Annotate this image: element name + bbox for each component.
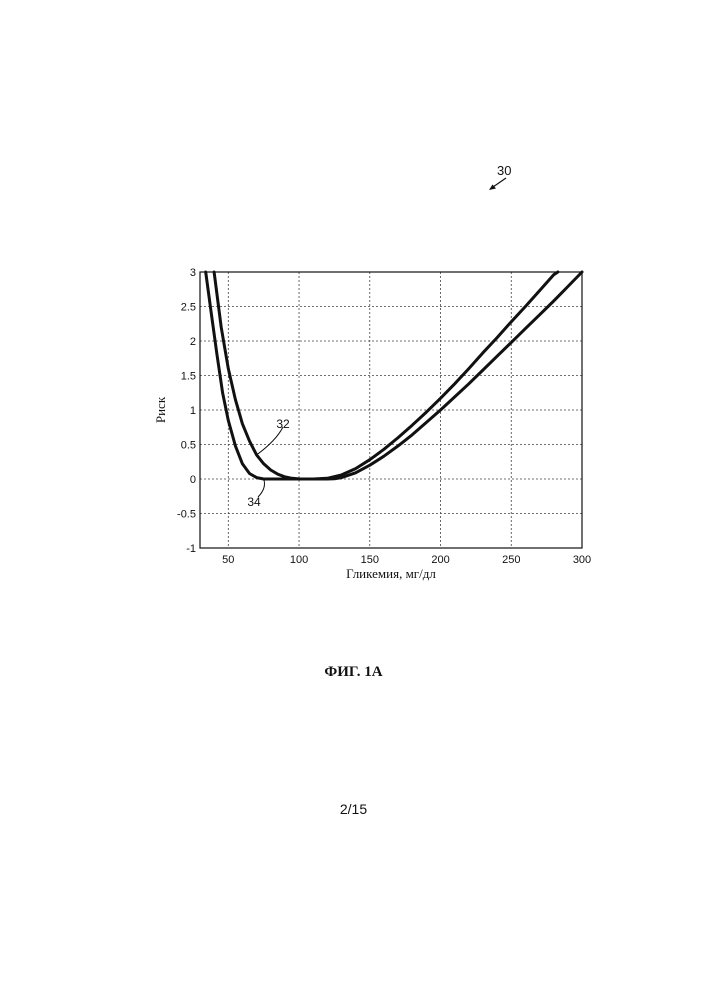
callout-label: 32 xyxy=(276,417,290,431)
y-tick-label: 0 xyxy=(190,474,196,486)
x-tick-label: 250 xyxy=(502,554,520,566)
y-tick-label: -1 xyxy=(186,543,196,555)
y-tick-label: -0.5 xyxy=(177,509,196,521)
y-axis-label: Риск xyxy=(153,396,168,423)
x-ticks: 50 100 150 200 250 300 xyxy=(222,554,591,566)
x-tick-label: 100 xyxy=(290,554,308,566)
x-axis-label: Гликемия, мг/дл xyxy=(346,566,436,581)
y-tick-label: 1 xyxy=(190,405,196,417)
x-tick-label: 300 xyxy=(573,554,591,566)
y-tick-label: 0.5 xyxy=(181,440,196,452)
page-number: 2/15 xyxy=(0,801,707,817)
x-tick-label: 200 xyxy=(431,554,449,566)
risk-chart: 50 100 150 200 250 300 3 2.5 2 1.5 1 0.5 0 -0.5 -1 32… xyxy=(0,0,707,660)
y-tick-label: 2.5 xyxy=(181,302,196,314)
callout-leader xyxy=(257,427,283,455)
y-tick-label: 2 xyxy=(190,336,196,348)
y-tick-label: 1.5 xyxy=(181,371,196,383)
callout-label: 34 xyxy=(247,495,261,509)
y-tick-label: 3 xyxy=(190,267,196,279)
x-tick-label: 150 xyxy=(361,554,379,566)
callouts: 32 34 xyxy=(247,417,290,509)
x-tick-label: 50 xyxy=(222,554,234,566)
figure-caption: ФИГ. 1А xyxy=(0,664,707,681)
y-ticks: 3 2.5 2 1.5 1 0.5 0 -0.5 -1 xyxy=(177,267,196,555)
